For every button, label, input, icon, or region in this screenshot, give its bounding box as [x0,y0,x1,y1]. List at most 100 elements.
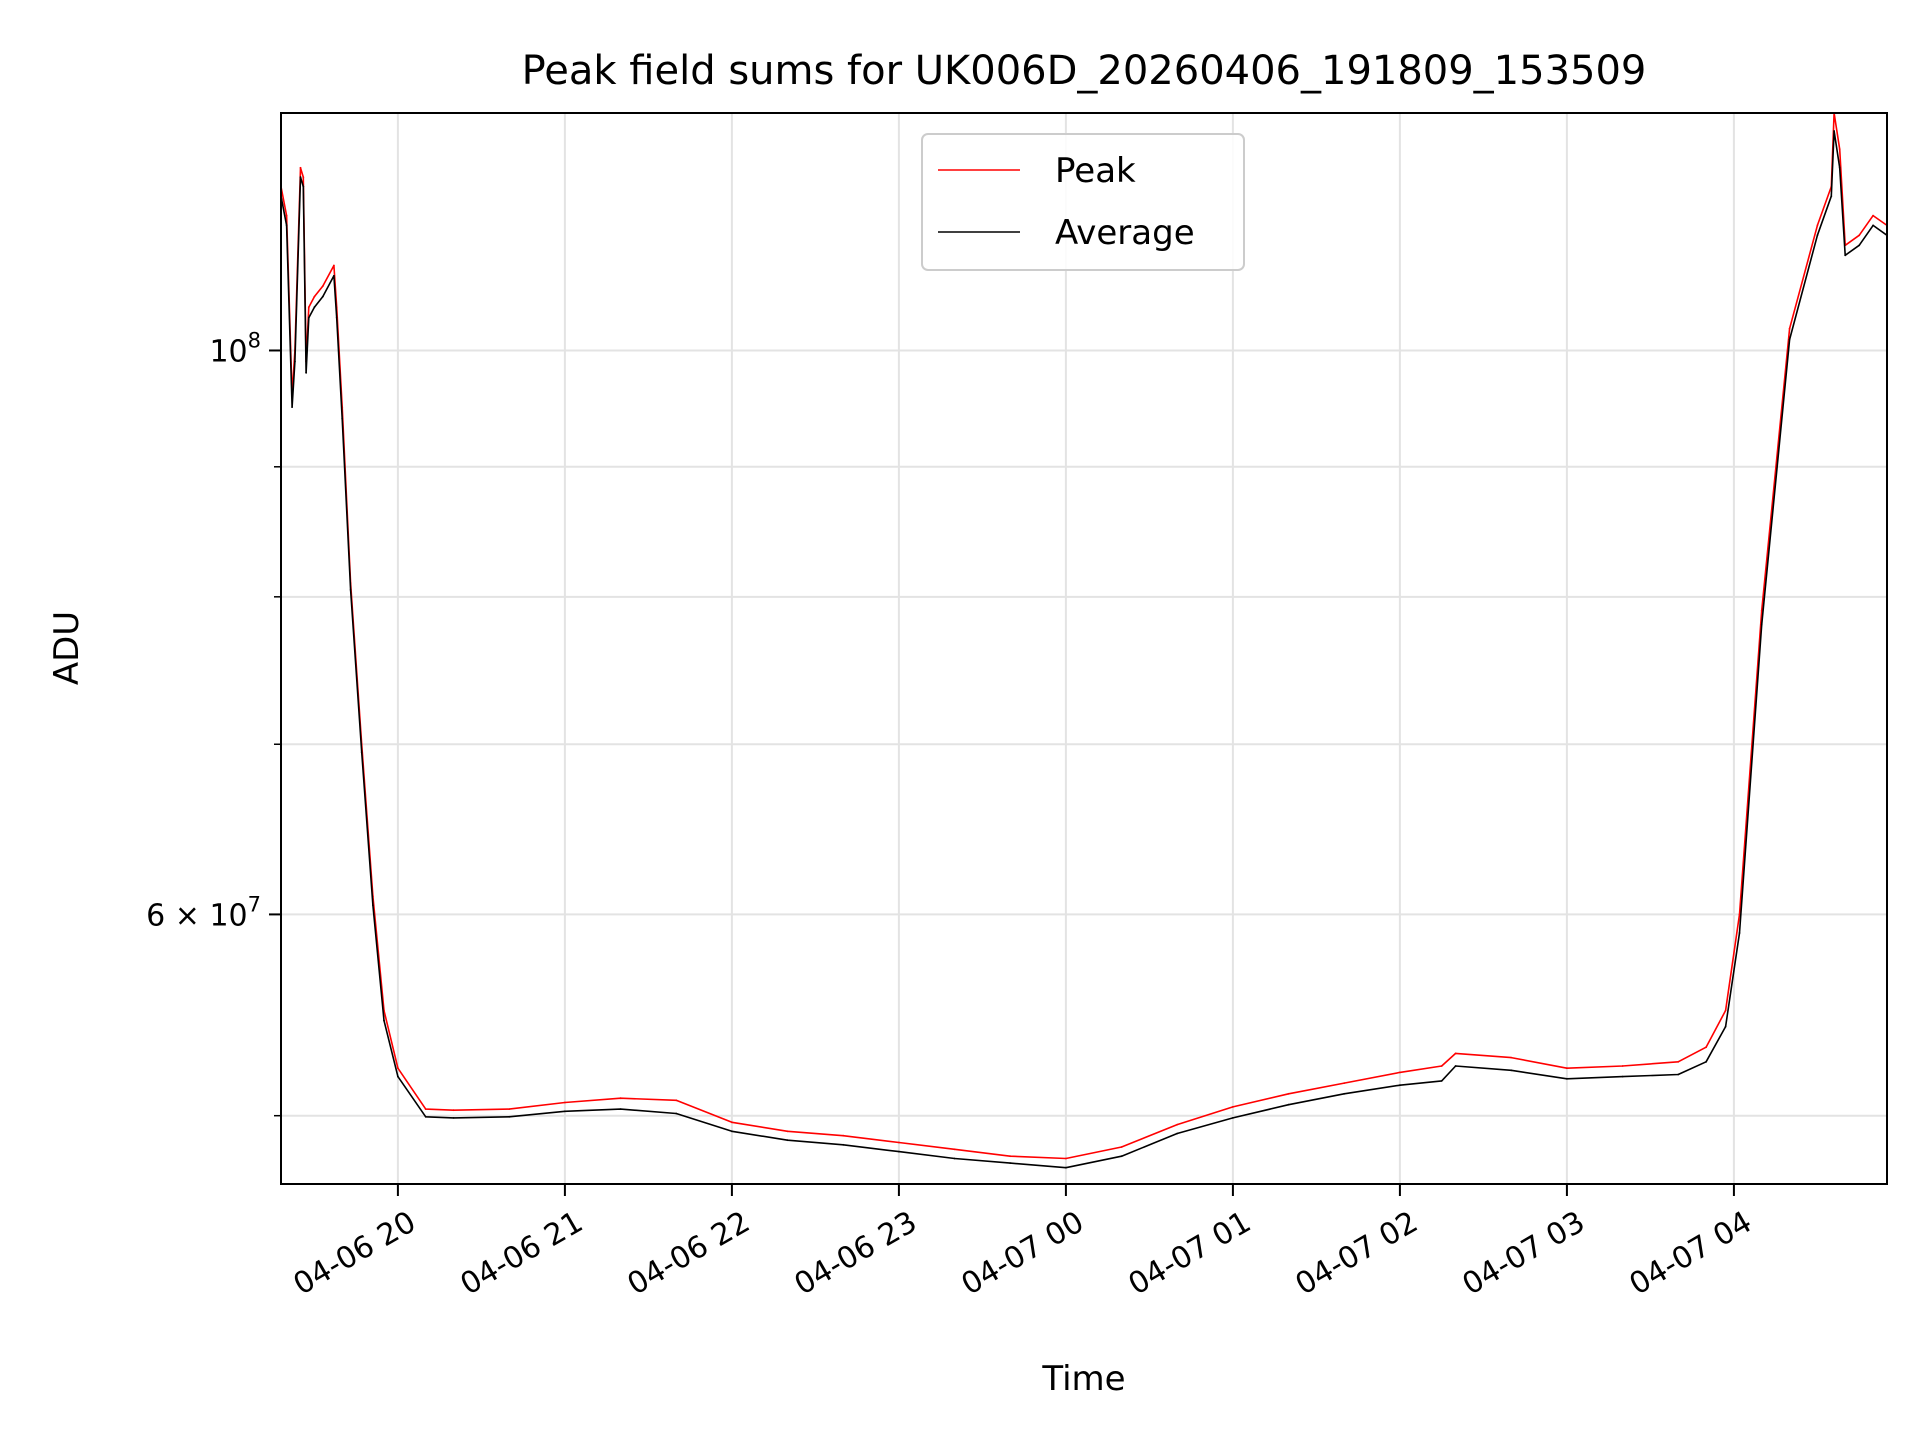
data-point-peak [302,176,305,179]
data-point-peak [1621,1065,1624,1067]
data-point-peak [285,214,288,217]
data-point-peak [452,1109,455,1112]
data-point-average [1833,130,1835,132]
data-point-peak [313,295,316,298]
data-point-peak [1176,1123,1179,1126]
data-point-average [1677,1073,1680,1076]
data-point-average [1816,234,1819,237]
legend: Peak Average [921,133,1245,271]
data-point-average [1621,1075,1624,1078]
data-point-peak [564,1101,566,1104]
data-point-average [285,224,288,227]
data-point-average [294,360,296,363]
data-point-peak [307,306,310,309]
data-point-peak [397,1067,399,1070]
data-point-peak [1065,1157,1067,1160]
data-point-average [307,316,310,319]
data-point-peak [1724,1009,1727,1012]
plot-frame [280,112,1888,1185]
data-point-average [383,1019,385,1022]
data-point-average [508,1115,511,1118]
y-tick-base: 10 [209,334,247,369]
data-point-average [619,1108,622,1110]
data-point-average [1788,338,1791,341]
data-point-peak [1872,214,1874,217]
y-tick-base: 10 [209,898,247,933]
series-line-average [280,130,1888,1169]
data-point-peak [1858,234,1861,237]
data-point-average [1844,254,1847,257]
legend-label-peak: Peak [1055,151,1136,191]
data-point-average [898,1150,900,1153]
data-point-average [302,185,305,188]
series-line-peak [280,112,1888,1160]
data-point-peak [333,264,335,267]
data-point-peak [1440,1065,1443,1067]
chart-title: Peak field sums for UK006D_20260406_1918… [522,48,1647,94]
data-point-average [321,295,324,298]
data-point-average [1858,244,1861,247]
data-point-peak [898,1141,900,1144]
data-point-peak [731,1121,733,1124]
data-point-peak [842,1134,845,1137]
y-axis-label: ADU [47,611,87,685]
data-point-average [842,1143,845,1146]
data-point-peak [953,1148,956,1151]
data-point-peak [1705,1046,1707,1049]
legend-label-average: Average [1055,213,1195,253]
data-point-average [299,176,302,179]
y-tick-label: 108 [209,328,261,369]
data-point-peak [1454,1052,1457,1055]
data-point-peak [321,285,324,287]
data-point-peak [1838,148,1841,151]
data-point-average [1065,1166,1067,1169]
data-point-average [1705,1060,1707,1063]
data-point-average [452,1117,455,1119]
data-point-peak [299,166,302,169]
data-point-average [1399,1084,1401,1087]
data-point-average [1343,1092,1346,1095]
data-point-average [1510,1069,1513,1072]
data-point-average [333,274,335,277]
data-point-average [372,904,374,907]
data-point-average [786,1139,789,1142]
data-point-average [397,1075,399,1078]
data-point-average [953,1157,956,1160]
legend-box [921,133,1245,271]
data-point-peak [1510,1056,1513,1059]
data-point-average [1738,932,1741,934]
data-point-peak [1816,224,1819,227]
data-point-peak [1120,1146,1123,1148]
data-point-average [1760,623,1763,626]
data-point-average [360,751,363,753]
data-point-peak [1399,1071,1401,1074]
series-layer [280,112,1888,1169]
data-point-peak [1760,609,1763,612]
data-point-average [1566,1077,1568,1080]
x-axis-label: Time [1041,1359,1125,1399]
data-point-average [1120,1155,1123,1158]
data-point-peak [1677,1060,1680,1063]
data-point-average [335,316,338,319]
data-point-average [731,1130,733,1133]
data-point-average [1454,1065,1457,1067]
data-point-average [313,306,316,309]
y-tick-mantissa: 6 × [146,898,209,933]
data-point-peak [424,1108,427,1110]
data-point-average [1830,195,1833,198]
data-point-average [564,1110,566,1113]
data-point-peak [675,1099,678,1102]
data-point-average [1287,1103,1290,1106]
grid [281,113,1887,1184]
data-point-peak [1738,913,1741,916]
data-point-peak [1788,327,1791,330]
data-point-peak [619,1097,622,1100]
data-point-average [349,589,352,591]
data-point-peak [508,1108,511,1110]
data-point-average [1176,1132,1179,1135]
data-point-average [341,417,344,420]
data-point-peak [1343,1082,1346,1084]
data-point-average [1838,166,1841,169]
